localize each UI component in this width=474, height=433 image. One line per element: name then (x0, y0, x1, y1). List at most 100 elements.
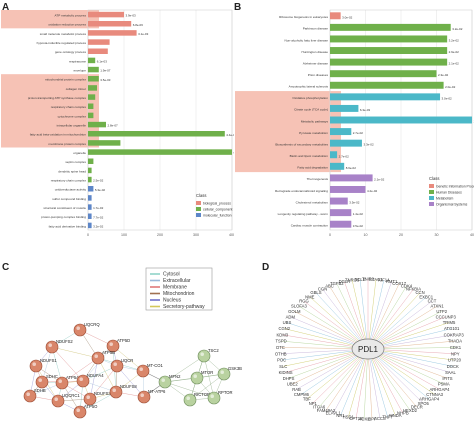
pdl1-center-node (351, 338, 385, 360)
gene-label: SLC (279, 364, 287, 369)
bar (330, 174, 373, 182)
p-value-label: 2.3e-02 (438, 73, 449, 77)
category-label: oxidoreductase activity (55, 188, 87, 192)
category-label: envelope (73, 68, 86, 72)
node-label: SDHC (46, 374, 58, 379)
gene-label: TBF (303, 397, 311, 402)
node-highlight (79, 377, 83, 381)
legend-title: Class (196, 193, 206, 198)
bar (88, 121, 106, 128)
bar (88, 112, 94, 119)
node-label: ATP5O (84, 404, 98, 409)
x-tick-label: 0 (329, 233, 331, 237)
bar (88, 21, 132, 27)
node-highlight (200, 352, 204, 356)
p-value-label: 3.9e-03 (126, 14, 137, 18)
pdl1-edge (367, 283, 400, 350)
node-highlight (139, 367, 143, 371)
node-label: SDHB (34, 388, 46, 393)
node-highlight (32, 362, 36, 366)
bar (88, 158, 94, 164)
node-label: NDUFS2 (56, 339, 73, 344)
bar (330, 23, 451, 31)
gene-label: DECR (411, 405, 423, 410)
gene-label: ATG101 (444, 326, 460, 331)
p-value-label: 1.4e-02 (353, 212, 364, 216)
bar (330, 104, 359, 112)
p-value-label: 3.5e-03 (100, 78, 111, 82)
gene-label: ITGA6 (313, 405, 326, 410)
gene-label: ELAVL1 (326, 411, 342, 416)
bar (88, 103, 94, 109)
category-label: Retrograde endocannabinoid signaling (275, 189, 328, 193)
x-tick-label: 100 (121, 233, 127, 237)
node-highlight (58, 379, 62, 383)
p-value-label: 2.5e-02 (93, 179, 104, 183)
pdl1-edge (306, 348, 369, 400)
category-label: Ribosome biogenesis in eukaryotes (279, 15, 328, 19)
gene-label: HEXD2 (403, 408, 418, 413)
x-tick-label: 0 (87, 233, 89, 237)
bar (330, 162, 345, 170)
category-label: small molecule metabolic process (40, 32, 87, 36)
legend-label: Cytosol (163, 272, 180, 278)
gene-label: TNRO3 (345, 278, 360, 283)
category-label: proton-transporting ATP synthase complex (28, 96, 87, 100)
panel-b-letter: B (234, 2, 242, 13)
bar (330, 35, 448, 43)
legend-label: Genetic Information Processing (436, 185, 474, 189)
gene-label: NFKBIA (406, 287, 421, 292)
p-value-label: 6.8e-06 (133, 23, 144, 27)
p-value-label: 3.5e-02 (349, 201, 360, 205)
network-edge (89, 365, 118, 400)
network-edge (164, 381, 215, 399)
node-label: ATP5B (102, 350, 115, 355)
x-tick-label: 400 (229, 233, 234, 237)
category-label: Fatty acid degradation (297, 166, 328, 170)
category-label: Cholesterol metabolism (296, 200, 329, 204)
gene-label: SCLE (355, 277, 366, 282)
gene-label: ATXN1 (431, 304, 445, 309)
node-label: MFN2 (169, 374, 181, 379)
p-value-label: 2.0e-02 (445, 85, 456, 89)
category-label: septin complex (65, 160, 86, 164)
category-label: proton-pumping complex binding (41, 215, 86, 219)
network-edge (164, 355, 205, 383)
x-tick-label: 300 (193, 233, 199, 237)
category-label: Citrate cycle (TCA cycle) (294, 108, 328, 112)
node-label: TSC2 (208, 348, 219, 353)
p-value-label: 3.2e-02 (449, 38, 460, 42)
category-label: hypoxia-inducible regulated process (37, 41, 87, 45)
pdl1-edge (303, 301, 369, 350)
pdl1-edge (340, 348, 369, 416)
gene-label: NME (305, 294, 315, 299)
p-value-label: 3.3e-02 (363, 143, 374, 147)
legend-swatch (429, 196, 434, 200)
category-label: Thermogenesis (307, 177, 329, 181)
p-value-label: 2.1e-02 (449, 62, 460, 66)
legend-swatch (196, 207, 201, 211)
gene-label: PSMA (438, 382, 450, 387)
ppi-network: UQCRQ NDUFS2 ATP5D NDUFS1 ATP5B UQCR MT-CO1 SDH… (23, 267, 242, 419)
network-edge (61, 357, 99, 384)
category-label: structural constituent of muscle (43, 206, 86, 210)
node-label: MT-ATP6 (148, 389, 166, 394)
go-enrichment-chart: 0 100 200 300 400 ATP metabolic process 3.9e-0… (1, 9, 234, 237)
gene-label: UBS (283, 320, 292, 325)
pdl1-edge (355, 348, 369, 419)
gene-label: FAM49A2 (317, 408, 336, 413)
bar (330, 128, 352, 136)
p-value-label: 6.3e-03 (360, 108, 371, 112)
network-edge (79, 391, 117, 413)
node-highlight (109, 342, 113, 346)
legend-label: Metabolism (436, 197, 454, 201)
node-highlight (76, 326, 80, 330)
gene-label: ADM (286, 314, 296, 319)
network-edge (51, 346, 99, 359)
gene-label: GBLS (310, 290, 321, 295)
kegg-enrichment-chart: 0 10 20 30 40 Ribosome biogenesis in eukaryot… (235, 9, 474, 237)
panel-a-letter: A (2, 2, 10, 13)
category-label: fatty acid derivative binding (49, 224, 87, 228)
network-edge (112, 345, 144, 372)
category-label: Metabolic pathways (301, 119, 329, 123)
